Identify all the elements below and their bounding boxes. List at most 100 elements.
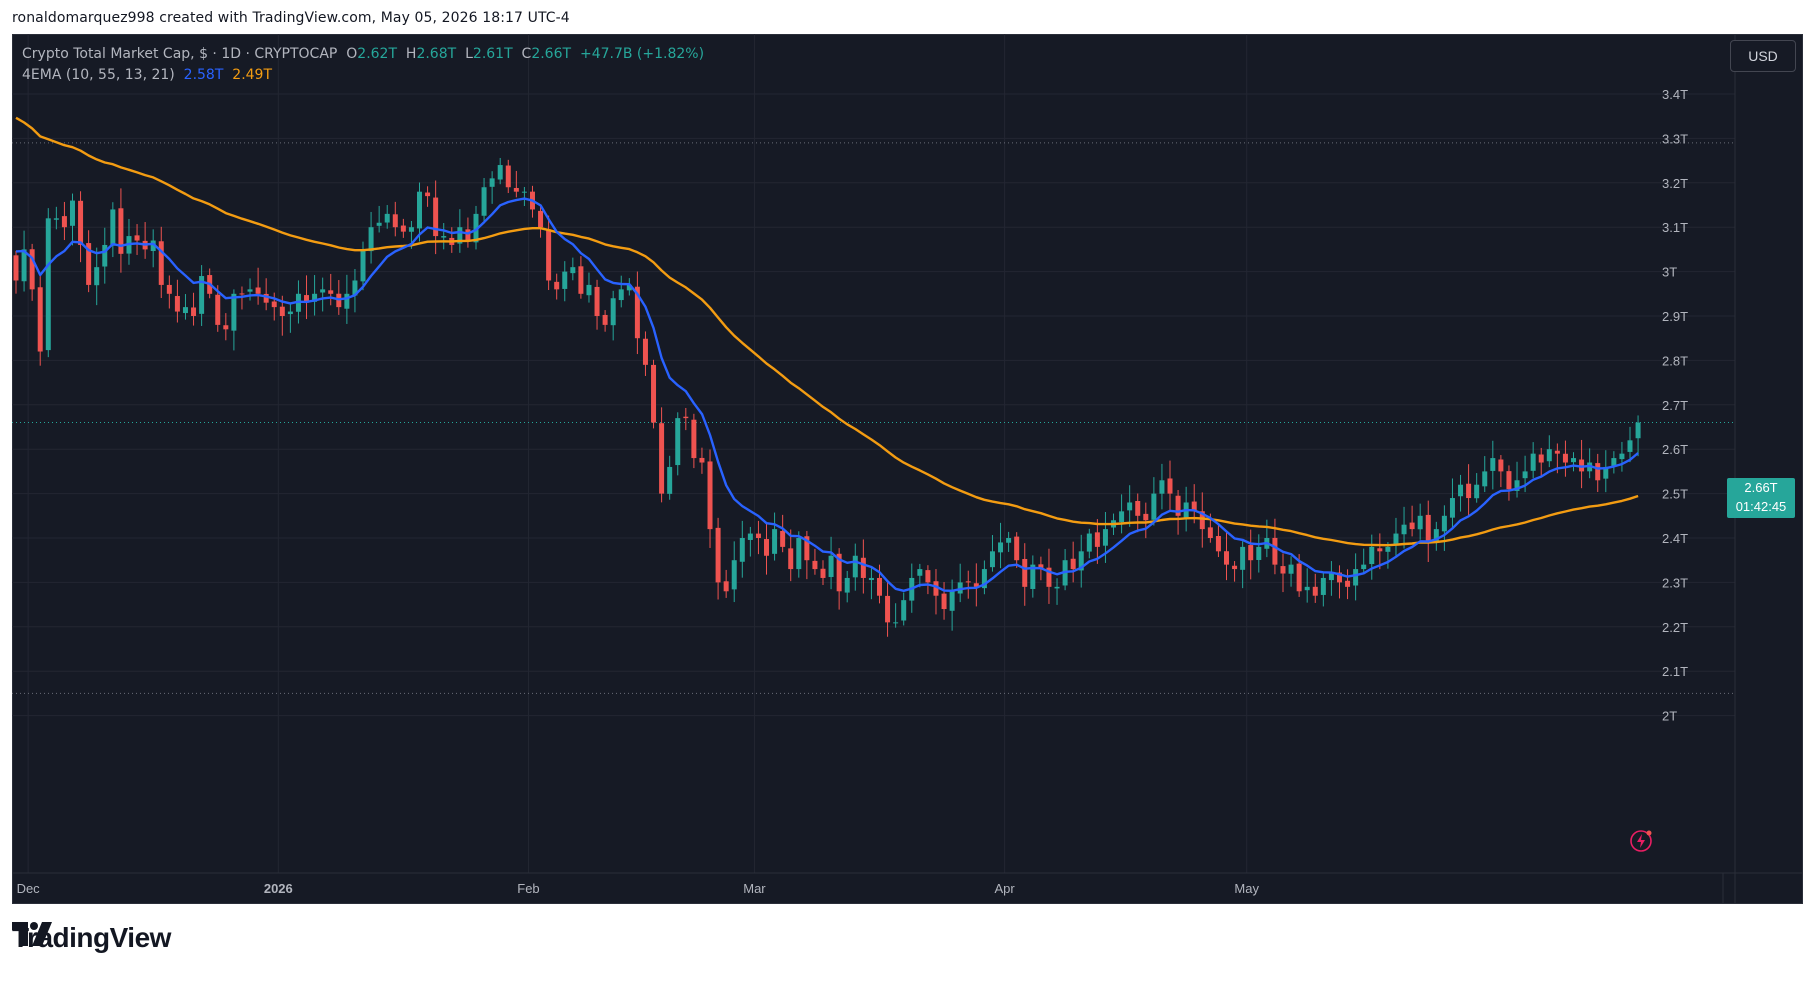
candle: [941, 582, 947, 620]
candle: [772, 512, 778, 561]
candle-body: [400, 225, 406, 232]
candle: [820, 560, 826, 585]
candle-body: [279, 306, 285, 316]
candle-body: [828, 555, 834, 577]
candle-body: [868, 577, 874, 581]
candle-body: [836, 553, 842, 592]
candle: [1595, 453, 1601, 492]
candle: [150, 229, 156, 268]
candle: [885, 580, 891, 637]
candle-body: [247, 289, 253, 292]
candle-body: [215, 294, 221, 325]
candle: [86, 230, 92, 293]
candle-body: [844, 577, 850, 593]
candle-body: [392, 214, 398, 228]
candle: [981, 560, 987, 595]
x-tick-label: Feb: [517, 881, 539, 896]
last-price-tag: 2.66T 01:42:45: [1727, 478, 1795, 518]
candle: [1433, 521, 1439, 551]
candle: [860, 539, 866, 594]
candle-body: [965, 581, 971, 583]
candle-body: [1070, 558, 1076, 570]
candle-body: [134, 235, 140, 241]
candle-body: [852, 555, 858, 578]
candle-body: [1102, 529, 1108, 546]
candle: [263, 278, 269, 311]
x-tick-label: May: [1234, 881, 1259, 896]
candle-body: [320, 289, 326, 293]
candle-body: [885, 595, 891, 623]
candle-body: [570, 267, 576, 274]
x-tick-label: Mar: [743, 881, 766, 896]
indicator-name[interactable]: 4EMA (10, 55, 13, 21): [22, 67, 175, 83]
candle-body: [554, 281, 560, 290]
candle-body: [626, 284, 632, 291]
candle-body: [731, 560, 737, 590]
y-tick-label: 3T: [1662, 265, 1677, 280]
candle: [400, 218, 406, 238]
candle: [1482, 456, 1488, 493]
candle: [1393, 517, 1399, 557]
candle: [1070, 541, 1076, 583]
candle-body: [917, 569, 923, 576]
candle: [1466, 464, 1472, 516]
candle-body: [925, 570, 931, 583]
candle-body: [1579, 459, 1585, 472]
candle: [1224, 532, 1229, 581]
candle: [1458, 474, 1464, 512]
candle-body: [37, 287, 43, 352]
candle: [505, 159, 511, 194]
candle: [868, 568, 874, 600]
candle: [1014, 532, 1020, 568]
candle-body: [820, 568, 826, 578]
candle-body: [1030, 564, 1036, 589]
candle: [578, 256, 584, 299]
candle-body: [1014, 536, 1020, 561]
symbol-title[interactable]: Crypto Total Market Cap, $ · 1D · CRYPTO…: [22, 46, 338, 62]
currency-button[interactable]: USD: [1730, 40, 1796, 72]
candle-body: [1522, 471, 1528, 479]
candle-body: [1482, 471, 1488, 487]
lightning-icon[interactable]: [1628, 828, 1654, 854]
candle-body: [764, 539, 770, 556]
candle: [1030, 555, 1036, 598]
candle-body: [1611, 458, 1617, 467]
candle-body: [1554, 450, 1560, 454]
candle: [368, 211, 374, 264]
candle: [1022, 543, 1028, 606]
candle: [1627, 426, 1633, 463]
candle-body: [739, 538, 745, 562]
candle: [538, 205, 544, 238]
candle-body: [1417, 515, 1423, 530]
candle: [1062, 549, 1068, 591]
candle: [739, 520, 745, 578]
candle-body: [594, 286, 600, 316]
candle-body: [457, 227, 463, 244]
candle-body: [1054, 586, 1060, 589]
candle-body: [1409, 522, 1415, 530]
candle: [1498, 455, 1504, 488]
candle-body: [166, 284, 172, 294]
candle: [1288, 556, 1294, 587]
candle-body: [675, 418, 681, 466]
y-tick-label: 2.7T: [1662, 398, 1688, 413]
y-tick-label: 3.2T: [1662, 176, 1688, 191]
tradingview-brand[interactable]: TradingView: [12, 920, 171, 956]
candle: [1417, 503, 1423, 540]
candle: [489, 171, 495, 204]
candle-body: [901, 600, 907, 621]
candle-body: [602, 314, 608, 325]
candle-body: [1199, 511, 1205, 530]
chart-panel[interactable]: [12, 34, 1803, 904]
candle-body: [1393, 533, 1399, 545]
candle: [1054, 578, 1060, 605]
candle: [199, 265, 205, 326]
candle: [699, 447, 705, 474]
close-label: C: [521, 46, 532, 62]
candle-body: [368, 227, 374, 252]
candle: [312, 275, 318, 316]
candle: [1086, 528, 1092, 559]
ema-fast-line: [15, 197, 1639, 592]
candle: [29, 243, 35, 301]
